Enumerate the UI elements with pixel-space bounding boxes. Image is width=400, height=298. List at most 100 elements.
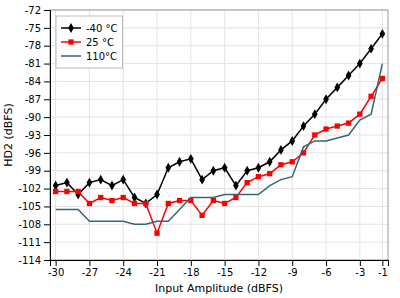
legend-item: -40 °C	[61, 23, 118, 34]
marker	[244, 166, 250, 176]
tick-label: -105	[18, 201, 41, 212]
legend-marker	[68, 39, 73, 44]
marker	[222, 163, 228, 173]
marker	[177, 198, 182, 203]
marker	[211, 166, 217, 176]
marker	[165, 163, 171, 173]
marker	[368, 94, 373, 99]
grid-line	[50, 81, 388, 82]
tick: -18	[183, 260, 199, 278]
tick: -15	[217, 260, 233, 278]
tick: -6	[322, 260, 332, 278]
marker	[380, 29, 386, 39]
tick-label: -21	[149, 267, 165, 278]
marker	[357, 59, 363, 69]
grid-line	[50, 117, 388, 118]
line	[56, 64, 383, 225]
grid-line	[50, 224, 388, 225]
legend-swatch	[61, 55, 81, 57]
tick-mark	[44, 206, 50, 207]
legend-box	[56, 16, 123, 68]
tick-label: -111	[18, 237, 41, 248]
marker	[154, 190, 160, 200]
chart: -30 -27 -24 -21 -18 -15 -12 -9 -6 -3 -1 -114 -111 -10…	[0, 0, 400, 298]
marker	[346, 120, 351, 125]
marker	[211, 198, 216, 203]
tick-label: -114	[18, 255, 41, 266]
tick-label: -81	[25, 58, 41, 69]
tick: -1	[378, 260, 388, 278]
marker	[98, 195, 103, 200]
grid-line	[50, 242, 388, 243]
tick-label: -75	[25, 23, 41, 34]
tick-mark	[56, 260, 57, 266]
marker	[132, 201, 137, 206]
tick-label: -24	[116, 267, 132, 278]
marker	[267, 171, 272, 176]
tick-label: -1	[378, 267, 388, 278]
marker	[87, 178, 93, 188]
tick-label: -9	[288, 267, 298, 278]
marker	[312, 109, 318, 119]
marker	[357, 112, 362, 117]
tick-mark	[44, 153, 50, 154]
tick-label: -3	[355, 267, 365, 278]
marker	[312, 132, 317, 137]
tick: -114	[18, 255, 50, 266]
tick-mark	[89, 260, 90, 266]
tick-mark	[360, 260, 361, 266]
marker	[278, 145, 284, 155]
marker	[87, 201, 92, 206]
tick: -84	[25, 76, 50, 87]
tick: -81	[25, 58, 50, 69]
tick: -72	[25, 5, 50, 16]
legend-item: 110°C	[61, 51, 117, 62]
marker	[290, 159, 295, 164]
tick-label: -90	[25, 112, 41, 123]
marker	[278, 162, 283, 167]
legend-marker	[68, 23, 74, 33]
marker	[166, 201, 171, 206]
tick-label: -30	[48, 267, 64, 278]
tick-mark	[326, 260, 327, 266]
tick-mark	[44, 260, 50, 261]
tick-label: -99	[25, 165, 41, 176]
tick-mark	[382, 260, 383, 266]
marker	[233, 181, 239, 191]
tick: -105	[18, 201, 50, 212]
tick-mark	[44, 117, 50, 118]
grid-line	[50, 152, 388, 153]
tick-mark	[123, 260, 124, 266]
marker	[177, 157, 183, 167]
y-axis: -114-111-108-105-102-99-96-93-90-87-84-8…	[18, 5, 50, 266]
tick: -87	[25, 94, 50, 105]
grid-line	[50, 135, 388, 136]
marker	[109, 181, 115, 191]
marker	[109, 198, 114, 203]
tick: -78	[25, 40, 50, 51]
marker	[199, 175, 205, 185]
tick: -96	[25, 148, 50, 159]
tick: -27	[82, 260, 98, 278]
marker	[323, 94, 329, 104]
marker	[98, 175, 104, 185]
axis-line	[51, 261, 389, 267]
legend-label: 110°C	[86, 51, 117, 62]
tick: -108	[18, 219, 50, 230]
x-axis-title: Input Amplitude (dBFS)	[155, 282, 283, 295]
tick: -90	[25, 112, 50, 123]
tick: -12	[251, 260, 267, 278]
marker	[154, 231, 159, 236]
marker	[188, 154, 194, 164]
tick-label: -108	[18, 219, 41, 230]
marker	[245, 180, 250, 185]
legend-label: 25 °C	[86, 37, 114, 48]
marker	[335, 123, 340, 128]
tick-mark	[191, 260, 192, 266]
tick-label: -18	[183, 267, 199, 278]
tick-label: -12	[251, 267, 267, 278]
series	[53, 76, 385, 236]
tick: -21	[149, 260, 165, 278]
tick-mark	[44, 242, 50, 243]
marker	[380, 76, 385, 81]
